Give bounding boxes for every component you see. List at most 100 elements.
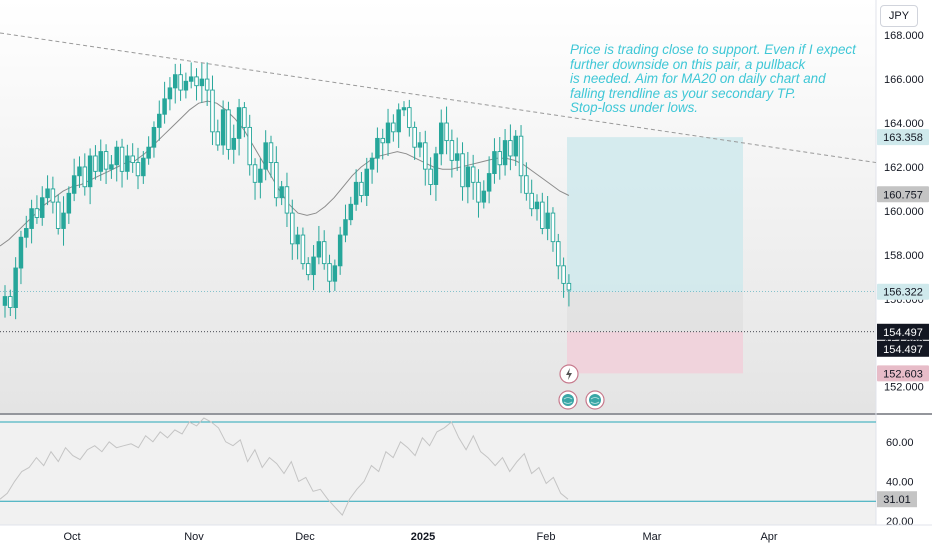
candle-body <box>114 146 119 166</box>
stop-zone <box>567 331 743 374</box>
candle-body <box>423 142 428 170</box>
countdown-badge[interactable] <box>877 340 929 357</box>
candle-body <box>93 155 98 172</box>
candle-body <box>295 234 300 245</box>
candle-body <box>449 140 455 161</box>
globe-lines <box>563 397 573 404</box>
candle-body <box>50 188 56 203</box>
price-label-badge[interactable] <box>877 186 929 203</box>
current-price-badge[interactable] <box>877 323 929 340</box>
candle-body <box>34 208 40 218</box>
note-line: falling trendline as your secondary TP. <box>570 85 797 101</box>
candle-body <box>492 151 497 174</box>
candle-body <box>375 137 380 159</box>
candle-body <box>162 98 167 115</box>
candle-body <box>359 181 364 196</box>
candle-body <box>252 164 258 183</box>
candle-body <box>428 168 433 185</box>
price-axis[interactable]: 168.000 166.000 164.000 162.000 160.000 158.0… <box>877 30 929 394</box>
time-tick-label: Dec <box>295 531 315 543</box>
candle-body <box>178 74 183 91</box>
candle-body <box>66 192 72 214</box>
rsi-axis[interactable]: 60.00 40.00 20.00 31.01 <box>877 437 917 528</box>
candle-body <box>24 228 29 238</box>
candle-body <box>290 212 295 245</box>
candle-body <box>167 87 173 100</box>
candle-body <box>550 212 556 243</box>
candle-body <box>82 166 88 188</box>
candle-body <box>407 107 412 128</box>
candle-body <box>369 157 375 170</box>
candle-body <box>476 181 481 203</box>
current-price-text: 154.497 <box>883 327 923 339</box>
countdown-text: 154.497 <box>883 344 923 356</box>
candle-body <box>465 166 471 188</box>
position-zones <box>567 137 743 374</box>
candle-body <box>321 241 327 265</box>
rsi-tick-label: 20.00 <box>886 516 914 528</box>
candle-body <box>263 142 268 170</box>
falling-trendline <box>0 32 877 164</box>
price-label-badge[interactable] <box>877 283 929 300</box>
globe-lines <box>590 397 600 404</box>
price-label-badge[interactable] <box>877 129 929 146</box>
candle-body <box>183 80 189 91</box>
note-line: further downside on this pair, a pullbac… <box>570 56 806 72</box>
candle-body <box>13 267 18 309</box>
candle-body <box>77 166 82 177</box>
candle-body <box>71 175 77 194</box>
candle-body <box>385 122 391 144</box>
candle-body <box>438 122 444 155</box>
time-tick-label: Nov <box>184 531 204 543</box>
price-tick-label: 152.000 <box>884 382 924 394</box>
candle-body <box>524 175 529 194</box>
earth-icon <box>562 394 574 406</box>
candle-body <box>210 89 215 133</box>
event-markers[interactable] <box>558 364 605 410</box>
candle-body <box>497 151 503 166</box>
candle-body <box>529 192 534 210</box>
rsi-line <box>0 417 569 516</box>
price-tick-label: 164.000 <box>884 118 924 130</box>
price-tick-label: 166.000 <box>884 74 924 86</box>
candle-body <box>401 107 407 111</box>
rsi-value-badge[interactable] <box>877 491 917 508</box>
earth-icon <box>589 394 601 406</box>
candle-body <box>215 131 221 146</box>
time-tick-label: Feb <box>537 531 556 543</box>
candle-body <box>29 208 34 229</box>
price-label-text: 163.358 <box>883 132 923 144</box>
candle-body <box>45 188 50 199</box>
candle-body <box>199 78 205 87</box>
candle-body <box>87 155 93 188</box>
price-label-text: 156.322 <box>883 287 923 299</box>
candle-body <box>545 212 550 229</box>
candle-body <box>391 122 396 133</box>
candle-body <box>364 168 370 196</box>
trade-note: Price is trading close to support. Even … <box>570 42 870 116</box>
candle-body <box>109 164 114 170</box>
candle-body <box>125 155 130 172</box>
candle-body <box>141 157 146 177</box>
candle-body <box>194 76 199 87</box>
price-label-badge[interactable] <box>877 365 929 382</box>
candle-body <box>348 203 354 221</box>
lightning-icon <box>566 368 572 380</box>
candle-body <box>444 122 449 142</box>
candle-body <box>305 263 311 276</box>
currency-button[interactable]: JPY <box>880 5 918 27</box>
candle-body <box>284 186 290 214</box>
note-line: Price is trading close to support. Even … <box>570 42 856 57</box>
candle-body <box>39 197 45 218</box>
level-lines <box>0 291 876 333</box>
candle-body <box>470 166 476 183</box>
time-axis[interactable]: Oct Nov Dec 2025 Feb Mar Apr <box>0 524 932 543</box>
candle-body <box>454 153 460 161</box>
candle-body <box>242 107 247 128</box>
time-tick-label: Apr <box>760 531 777 543</box>
candle-body <box>188 76 194 82</box>
candle-body <box>172 74 178 89</box>
candle-body <box>396 109 401 133</box>
